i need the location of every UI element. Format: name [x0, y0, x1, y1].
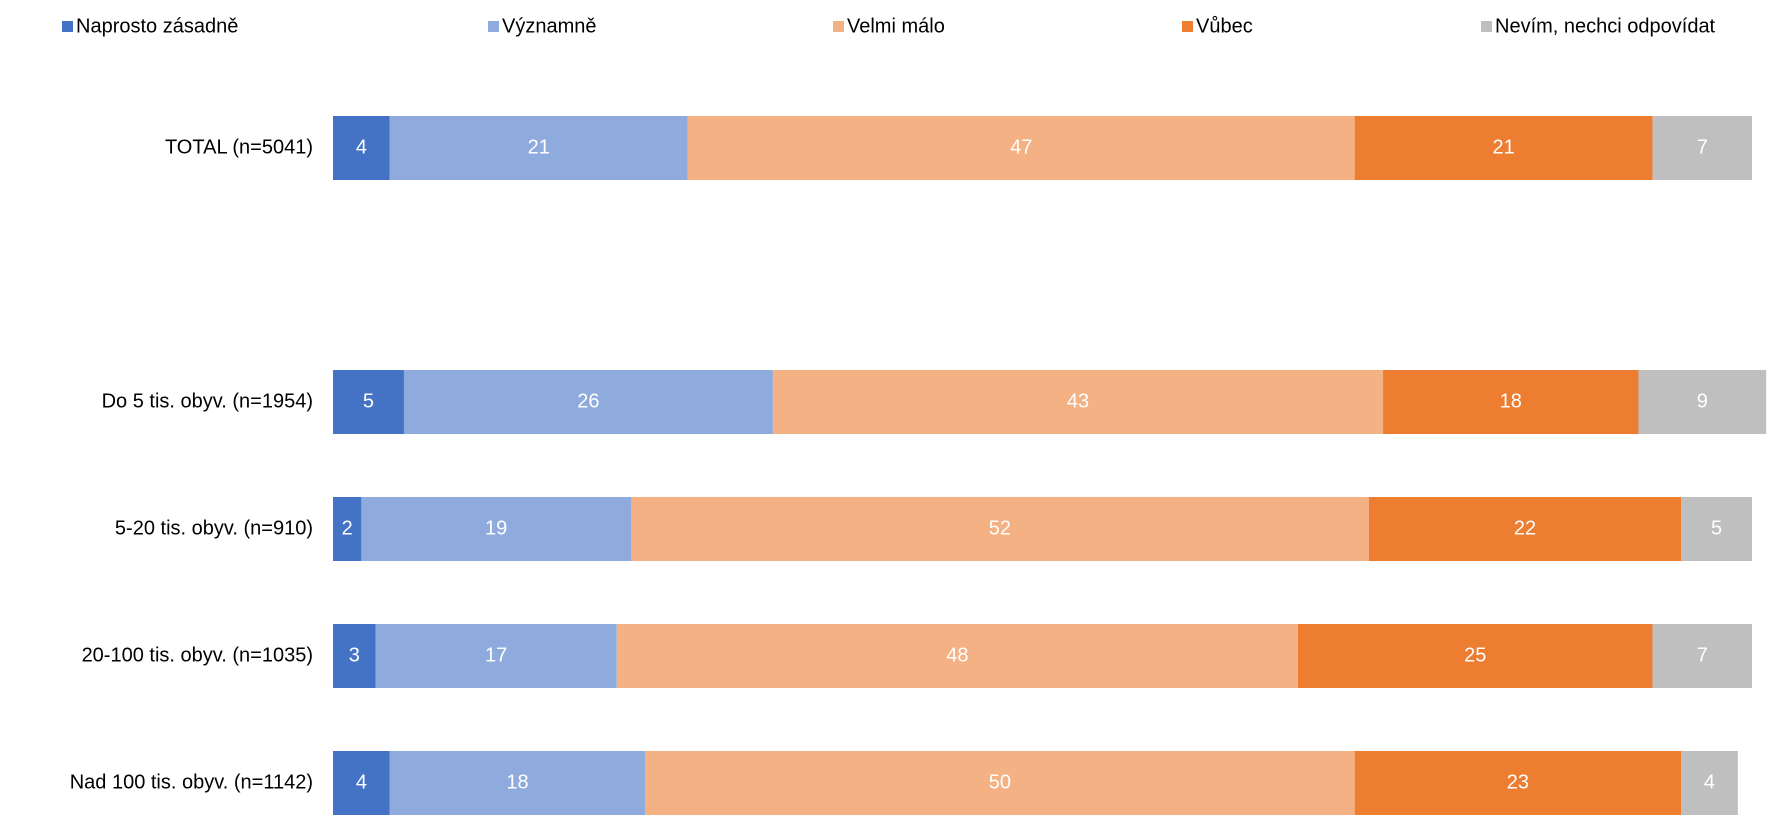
value-label: 25	[1464, 644, 1486, 666]
y-tick-label: Do 5 tis. obyv. (n=1954)	[102, 390, 313, 412]
value-label: 7	[1697, 136, 1708, 158]
legend-label: Velmi málo	[847, 15, 945, 37]
bar-segment	[1681, 497, 1752, 561]
value-label: 5	[363, 390, 374, 412]
value-label: 43	[1067, 390, 1089, 412]
y-tick-label: 5-20 tis. obyv. (n=910)	[115, 517, 313, 539]
bar-segment	[403, 370, 773, 434]
value-label: 26	[577, 390, 599, 412]
bar-segment	[1383, 370, 1639, 434]
legend-swatch	[1182, 21, 1193, 32]
value-label: 23	[1507, 771, 1529, 793]
legend-swatch	[488, 21, 499, 32]
bar-segment	[1368, 497, 1682, 561]
value-label: 4	[356, 771, 367, 793]
value-label: 19	[485, 517, 507, 539]
legend-label: Významně	[502, 15, 597, 37]
value-label: 21	[1493, 136, 1515, 158]
value-label: 47	[1010, 136, 1032, 158]
bar-segment	[1297, 624, 1653, 688]
bar-segment	[772, 370, 1384, 434]
value-label: 4	[1704, 771, 1715, 793]
bar-segment	[1652, 624, 1752, 688]
bar-segment	[333, 116, 390, 180]
bar-segment	[389, 116, 688, 180]
value-label: 18	[506, 771, 528, 793]
y-tick-label: TOTAL (n=5041)	[165, 136, 313, 158]
value-label: 48	[946, 644, 968, 666]
value-label: 52	[989, 517, 1011, 539]
bar-segment	[375, 624, 617, 688]
bar-segment	[389, 751, 646, 815]
value-label: 4	[356, 136, 367, 158]
bar-segment	[616, 624, 1298, 688]
legend-swatch	[833, 21, 844, 32]
bar-segment	[1354, 751, 1682, 815]
value-label: 7	[1697, 644, 1708, 666]
bar-segment	[333, 370, 404, 434]
bar-segment	[1652, 116, 1752, 180]
value-label: 22	[1514, 517, 1536, 539]
legend-label: Vůbec	[1196, 15, 1253, 37]
value-label: 50	[989, 771, 1011, 793]
bar-segment	[1638, 370, 1767, 434]
legend-swatch	[1481, 21, 1492, 32]
bar-segment	[645, 751, 1355, 815]
value-label: 17	[485, 644, 507, 666]
bar-segment	[333, 624, 376, 688]
legend-label: Naprosto zásadně	[76, 15, 238, 37]
bar-segment	[630, 497, 1369, 561]
value-label: 18	[1500, 390, 1522, 412]
y-tick-label: Nad 100 tis. obyv. (n=1142)	[70, 771, 313, 793]
bar-segment	[687, 116, 1355, 180]
legend-label: Nevím, nechci odpovídat	[1495, 15, 1716, 37]
bar-segment	[333, 497, 362, 561]
value-label: 2	[342, 517, 353, 539]
bar-segment	[333, 751, 390, 815]
bar-segment	[1681, 751, 1738, 815]
legend-swatch	[62, 21, 73, 32]
y-tick-label: 20-100 tis. obyv. (n=1035)	[82, 644, 313, 666]
value-label: 21	[528, 136, 550, 158]
bar-segment	[361, 497, 631, 561]
bar-segment	[1354, 116, 1653, 180]
value-label: 9	[1697, 390, 1708, 412]
value-label: 3	[349, 644, 360, 666]
value-label: 5	[1711, 517, 1722, 539]
